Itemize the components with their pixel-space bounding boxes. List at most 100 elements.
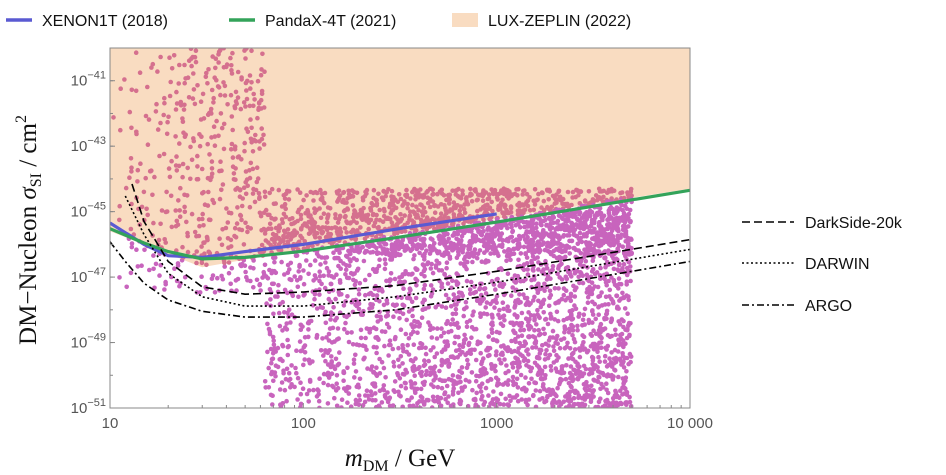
scatter-point bbox=[463, 377, 469, 383]
scatter-point bbox=[334, 189, 340, 195]
scatter-point bbox=[321, 273, 327, 279]
scatter-point bbox=[436, 234, 442, 240]
scatter-point bbox=[464, 278, 470, 284]
scatter-point bbox=[191, 87, 197, 92]
scatter-point bbox=[570, 189, 576, 195]
scatter-point bbox=[596, 327, 602, 333]
scatter-point bbox=[581, 312, 587, 318]
scatter-point bbox=[389, 257, 395, 262]
scatter-point bbox=[457, 375, 463, 380]
scatter-point bbox=[265, 276, 271, 281]
scatter-point bbox=[159, 208, 165, 213]
scatter-point bbox=[575, 361, 580, 367]
scatter-point bbox=[515, 242, 521, 247]
scatter-point bbox=[306, 388, 312, 393]
scatter-point bbox=[536, 243, 542, 249]
scatter-point bbox=[489, 366, 495, 371]
scatter-point bbox=[464, 195, 469, 200]
scatter-point bbox=[589, 289, 594, 295]
scatter-point bbox=[358, 225, 363, 230]
scatter-point bbox=[616, 306, 621, 311]
scatter-point bbox=[454, 320, 460, 326]
scatter-point bbox=[345, 294, 350, 299]
scatter-point bbox=[298, 233, 303, 239]
scatter-point bbox=[528, 313, 534, 318]
scatter-point bbox=[268, 346, 274, 352]
scatter-point bbox=[546, 303, 552, 309]
scatter-point bbox=[577, 262, 583, 267]
scatter-point bbox=[551, 220, 556, 225]
scatter-point bbox=[382, 189, 387, 194]
curve-darkside-20k bbox=[131, 183, 690, 295]
scatter-point bbox=[592, 342, 597, 348]
scatter-point bbox=[571, 367, 576, 373]
scatter-point bbox=[365, 393, 371, 399]
scatter-point bbox=[327, 326, 333, 331]
scatter-point bbox=[259, 136, 265, 142]
scatter-point bbox=[554, 336, 559, 342]
scatter-point bbox=[462, 337, 468, 342]
scatter-point bbox=[294, 348, 299, 354]
scatter-point bbox=[451, 214, 457, 220]
scatter-point bbox=[514, 369, 520, 374]
scatter-point bbox=[428, 348, 434, 353]
scatter-point bbox=[531, 231, 536, 236]
scatter-point bbox=[525, 402, 530, 408]
scatter-point bbox=[618, 268, 623, 274]
scatter-point bbox=[262, 231, 268, 236]
scatter-point bbox=[380, 247, 386, 252]
scatter-point bbox=[576, 188, 581, 194]
scatter-point bbox=[512, 279, 517, 284]
scatter-point bbox=[444, 358, 449, 364]
scatter-point bbox=[387, 338, 393, 344]
scatter-point bbox=[357, 212, 362, 217]
scatter-point bbox=[245, 129, 251, 135]
scatter-point bbox=[606, 302, 611, 307]
scatter-point bbox=[128, 226, 134, 232]
scatter-points bbox=[111, 48, 634, 408]
scatter-point bbox=[500, 238, 506, 243]
scatter-point bbox=[491, 282, 497, 287]
scatter-point bbox=[150, 61, 156, 67]
scatter-point bbox=[156, 237, 162, 243]
scatter-point bbox=[596, 354, 601, 360]
scatter-point bbox=[429, 261, 435, 267]
scatter-point bbox=[524, 261, 530, 266]
scatter-point bbox=[540, 300, 545, 306]
scatter-point bbox=[389, 188, 395, 194]
scatter-point bbox=[572, 347, 578, 352]
scatter-point bbox=[461, 313, 467, 319]
scatter-point bbox=[374, 197, 380, 203]
scatter-point bbox=[611, 400, 616, 405]
scatter-point bbox=[459, 244, 465, 250]
scatter-point bbox=[343, 272, 348, 277]
scatter-point bbox=[597, 333, 602, 339]
scatter-point bbox=[442, 390, 448, 395]
limit-curves bbox=[110, 183, 690, 318]
scatter-point bbox=[297, 190, 303, 195]
scatter-point bbox=[282, 287, 288, 293]
scatter-point bbox=[248, 117, 253, 122]
scatter-point bbox=[403, 331, 409, 337]
scatter-point bbox=[550, 403, 555, 408]
scatter-point bbox=[453, 192, 459, 197]
scatter-point bbox=[267, 329, 273, 335]
scatter-point bbox=[437, 377, 443, 383]
scatter-point bbox=[314, 306, 320, 311]
scatter-point bbox=[539, 222, 544, 228]
scatter-point bbox=[410, 271, 415, 277]
scatter-point bbox=[180, 244, 185, 250]
scatter-point bbox=[443, 305, 449, 311]
scatter-point bbox=[197, 290, 203, 295]
scatter-point bbox=[554, 352, 559, 358]
scatter-point bbox=[604, 397, 610, 403]
scatter-point bbox=[267, 212, 272, 218]
scatter-point bbox=[428, 186, 434, 192]
scatter-point bbox=[334, 272, 339, 278]
scatter-point bbox=[574, 216, 580, 222]
scatter-point bbox=[444, 260, 450, 266]
scatter-point bbox=[584, 272, 590, 278]
scatter-point bbox=[153, 261, 159, 267]
scatter-point bbox=[627, 399, 633, 405]
scatter-point bbox=[512, 312, 517, 317]
